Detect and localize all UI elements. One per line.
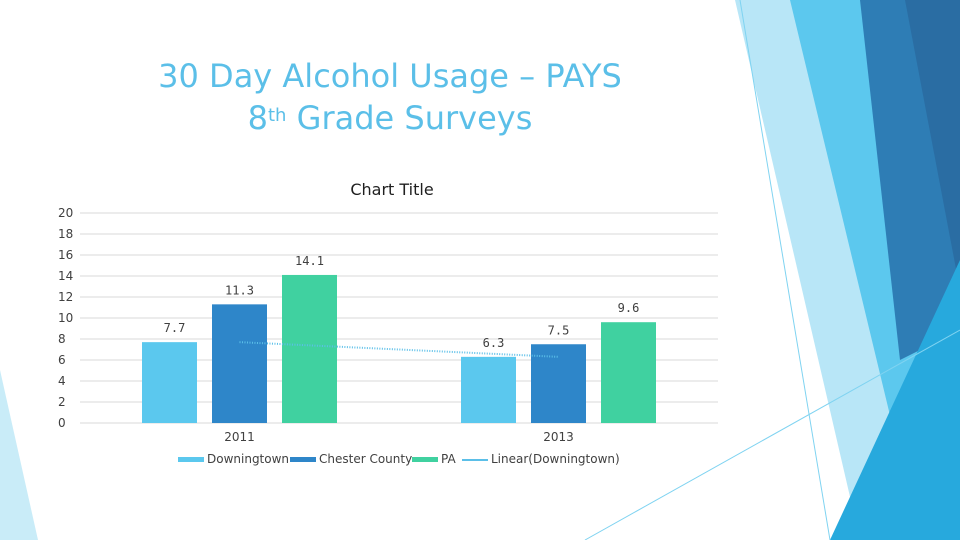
- y-tick-label-0: 0: [58, 416, 66, 430]
- bars: [142, 274, 656, 423]
- legend-label-trendline: Linear(Downingtown): [491, 452, 620, 466]
- legend-item-trendline: Linear(Downingtown): [462, 452, 620, 466]
- legend-item-chester-county: Chester County: [290, 452, 412, 466]
- bar-pa-2011: [282, 274, 337, 423]
- y-tick-label-2: 2: [58, 395, 66, 409]
- y-tick-label-8: 8: [58, 332, 66, 346]
- legend-swatch-downingtown: [178, 457, 204, 462]
- title-grade-number: 8: [247, 99, 268, 137]
- chart-title: Chart Title: [350, 180, 433, 199]
- deco-band-right-4: [905, 0, 960, 290]
- bar-downingtown-2013: [461, 356, 516, 423]
- y-tick-label-18: 18: [58, 227, 73, 241]
- legend-label-pa: PA: [441, 452, 456, 466]
- legend-item-downingtown: Downingtown: [178, 452, 289, 466]
- deco-line-2: [584, 329, 960, 540]
- x-category-label-2013: 2013: [543, 430, 574, 444]
- legend-label-chester-county: Chester County: [319, 452, 413, 466]
- y-tick-label-4: 4: [58, 374, 66, 388]
- y-axis-ticks: 0 2 4 6 8 10 12 14 16 18 20: [58, 206, 73, 430]
- slide-title-line1: 30 Day Alcohol Usage – PAYS: [158, 57, 622, 95]
- legend-item-pa: PA: [412, 452, 456, 466]
- title-grade-rest: Grade Surveys: [286, 99, 533, 137]
- data-label-downingtown-2013: 6.3: [483, 336, 505, 350]
- data-label-chester-county-2011: 11.3: [225, 283, 254, 297]
- y-tick-label-6: 6: [58, 353, 66, 367]
- trendline-downingtown: [239, 341, 559, 358]
- x-category-label-2011: 2011: [224, 430, 255, 444]
- y-tick-label-10: 10: [58, 311, 73, 325]
- data-label-chester-county-2013: 7.5: [548, 323, 570, 337]
- data-label-downingtown-2011: 7.7: [164, 321, 186, 335]
- trendline-group: [239, 341, 559, 358]
- deco-band-left: [0, 370, 38, 540]
- slide-title-line2: 8th Grade Surveys: [90, 97, 690, 139]
- bar-pa-2013: [601, 322, 656, 423]
- x-axis-categories: 2011 2013: [224, 430, 574, 444]
- bar-downingtown-2011: [142, 342, 197, 423]
- y-tick-label-12: 12: [58, 290, 73, 304]
- deco-band-right-5: [830, 260, 960, 540]
- title-grade-suffix: th: [268, 105, 287, 126]
- legend-swatch-pa: [412, 457, 438, 462]
- legend-label-downingtown: Downingtown: [207, 452, 290, 466]
- bar-chester-county-2011: [212, 304, 267, 423]
- y-tick-label-20: 20: [58, 206, 73, 220]
- y-tick-label-14: 14: [58, 269, 73, 283]
- legend-swatch-trendline: [462, 458, 488, 461]
- data-label-pa-2011: 14.1: [295, 254, 324, 268]
- legend-swatch-chester-county: [290, 457, 316, 462]
- bar-chester-county-2013: [531, 344, 586, 423]
- y-tick-label-16: 16: [58, 248, 73, 262]
- data-label-pa-2013: 9.6: [618, 301, 640, 315]
- slide-title: 30 Day Alcohol Usage – PAYS 8th Grade Su…: [90, 55, 690, 139]
- deco-line-1: [739, 0, 831, 540]
- data-labels: 7.7 11.3 14.1 6.3 7.5 9.6: [164, 254, 640, 350]
